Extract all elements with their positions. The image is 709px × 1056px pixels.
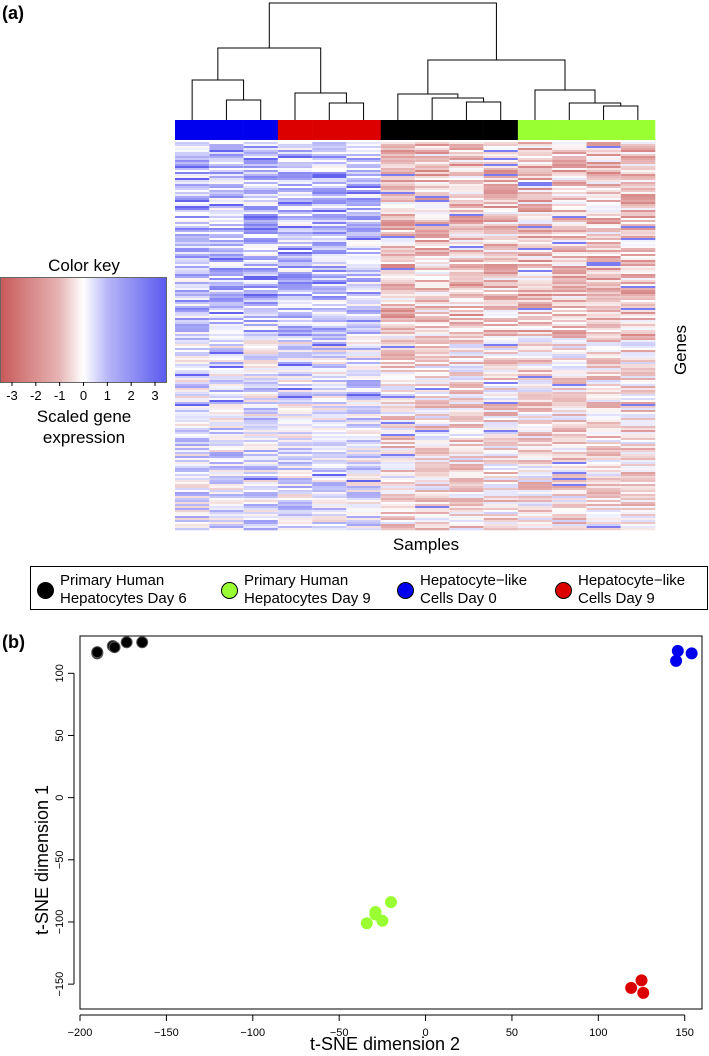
color-key-axis: -3 -2 -1 0 1 2 3 [6, 382, 159, 403]
x-tick-label: 150 [676, 1027, 694, 1039]
legend-text: Hepatocyte−like Cells Day 9 [578, 572, 685, 608]
sample-color-cell [243, 120, 279, 140]
color-key-tick-label: 0 [80, 388, 87, 403]
legend-item-phh-day6: Primary Human Hepatocytes Day 6 [37, 572, 187, 608]
tsne-scatter-plot: −200 −150 −100 −50 0 50 100 150 −150 −100 −50 0 50 10… [32, 635, 703, 1054]
scatter-axes: −200 −150 −100 −50 0 50 100 150 −150 −100 −50 0 50 10… [54, 635, 703, 1039]
legend-item-hlc-day0: Hepatocyte−like Cells Day 0 [397, 572, 527, 608]
panel-b-label: (b) [2, 632, 25, 652]
scatter-point [670, 654, 683, 667]
x-tick-label: −150 [154, 1027, 179, 1039]
samples-axis-title: Samples [392, 535, 460, 554]
legend-label-line1: Hepatocyte−like [420, 572, 528, 589]
sample-color-cell [552, 120, 587, 140]
x-tick-label: −100 [240, 1027, 265, 1039]
dendrogram-branch [217, 47, 322, 93]
sample-color-cell [517, 120, 553, 140]
y-tick-label: −50 [54, 850, 66, 869]
dendrogram-branch [427, 59, 566, 94]
scatter-point [91, 646, 104, 659]
y-tick-label: −150 [54, 972, 66, 997]
legend-label-line2: Cells Day 0 [420, 590, 497, 607]
color-key-tick-label: -3 [6, 388, 18, 403]
scatter-point [385, 896, 397, 909]
scatter-point [671, 644, 684, 657]
x-tick-label: −50 [330, 1027, 349, 1039]
sample-color-cell [175, 120, 210, 140]
legend-label-line1: Primary Human [244, 572, 349, 589]
legend-swatch-hlc-day9 [555, 581, 572, 599]
legend-text: Primary Human Hepatocytes Day 9 [244, 572, 371, 608]
sample-color-cell [209, 120, 244, 140]
color-key-tick-label: 1 [104, 388, 111, 403]
legend-text: Primary Human Hepatocytes Day 6 [60, 572, 187, 608]
dendrogram-branch [294, 92, 347, 120]
x-tick-label: −200 [68, 1027, 93, 1039]
legend-text: Hepatocyte−like Cells Day 0 [420, 572, 527, 608]
y-tick-label: −100 [54, 910, 66, 935]
legend-label-line2: Hepatocytes Day 9 [244, 590, 371, 607]
panel-a-label: (a) [2, 3, 24, 23]
color-key-caption: Scaled gene expression [0, 406, 168, 448]
legend-label-line1: Primary Human [60, 572, 165, 589]
column-dendrogram [191, 2, 639, 120]
dendrogram-branch [268, 2, 497, 60]
scatter-point [360, 917, 373, 930]
sample-color-cell [483, 120, 519, 140]
plot-frame [79, 635, 703, 1010]
scatter-point [136, 636, 149, 649]
color-key-title: Color key [48, 256, 120, 275]
y-axis-title: t-SNE dimension 1 [32, 785, 52, 935]
dendrogram-branch [603, 105, 639, 120]
sample-color-cell [620, 120, 656, 140]
sample-color-cell [380, 120, 416, 140]
legend-swatch-phh-day6 [37, 581, 54, 599]
color-key-tick-label: -2 [30, 388, 42, 403]
scatter-point [369, 908, 382, 921]
x-tick-label: 100 [589, 1027, 607, 1039]
legend-item-phh-day9: Primary Human Hepatocytes Day 9 [221, 572, 371, 608]
x-tick-label: 0 [422, 1027, 428, 1039]
dendrogram-branch [225, 99, 262, 120]
scatter-point [635, 974, 648, 987]
legend-item-hlc-day9: Hepatocyte−like Cells Day 9 [555, 572, 685, 608]
color-key-tick-label: 3 [151, 388, 158, 403]
scatter-points [91, 636, 698, 999]
scatter-point [108, 641, 121, 654]
color-key-gradient [0, 277, 167, 383]
legend-label-line1: Hepatocyte−like [578, 572, 686, 589]
sample-color-cell [415, 120, 450, 140]
legend-label-line2: Cells Day 9 [578, 590, 655, 607]
dendrogram-branch [465, 101, 502, 120]
legend-swatch-phh-day9 [221, 581, 238, 599]
sample-color-cell [346, 120, 382, 140]
x-tick-label: 50 [506, 1027, 518, 1039]
color-key-caption-line2: expression [42, 428, 126, 447]
genes-axis-title: Genes [671, 324, 690, 376]
color-key-tick-label: 2 [128, 388, 135, 403]
heatmap [175, 2, 656, 531]
y-tick-label: 0 [54, 795, 66, 801]
sample-color-cell [277, 120, 313, 140]
sample-color-cell [312, 120, 347, 140]
scatter-point [120, 636, 133, 649]
scatter-point [685, 647, 698, 660]
dendrogram-branch [534, 89, 596, 120]
color-key-caption-line1: Scaled gene [36, 407, 132, 426]
dendrogram-branch [328, 102, 365, 120]
y-tick-label: 100 [54, 664, 66, 682]
heatmap-body [175, 142, 656, 531]
color-key-tick-label: -1 [54, 388, 66, 403]
x-axis-title: t-SNE dimension 2 [310, 1034, 460, 1054]
legend: Primary Human Hepatocytes Day 6 Primary H… [30, 566, 708, 610]
legend-label-line2: Hepatocytes Day 6 [60, 590, 187, 607]
scatter-point [625, 981, 638, 994]
sample-color-cell [586, 120, 622, 140]
column-color-strip [175, 120, 656, 140]
sample-color-cell [449, 120, 484, 140]
scatter-point [637, 986, 650, 999]
dendrogram-branch [431, 97, 485, 120]
y-tick-label: 50 [54, 729, 66, 741]
legend-swatch-hlc-day0 [397, 581, 414, 599]
